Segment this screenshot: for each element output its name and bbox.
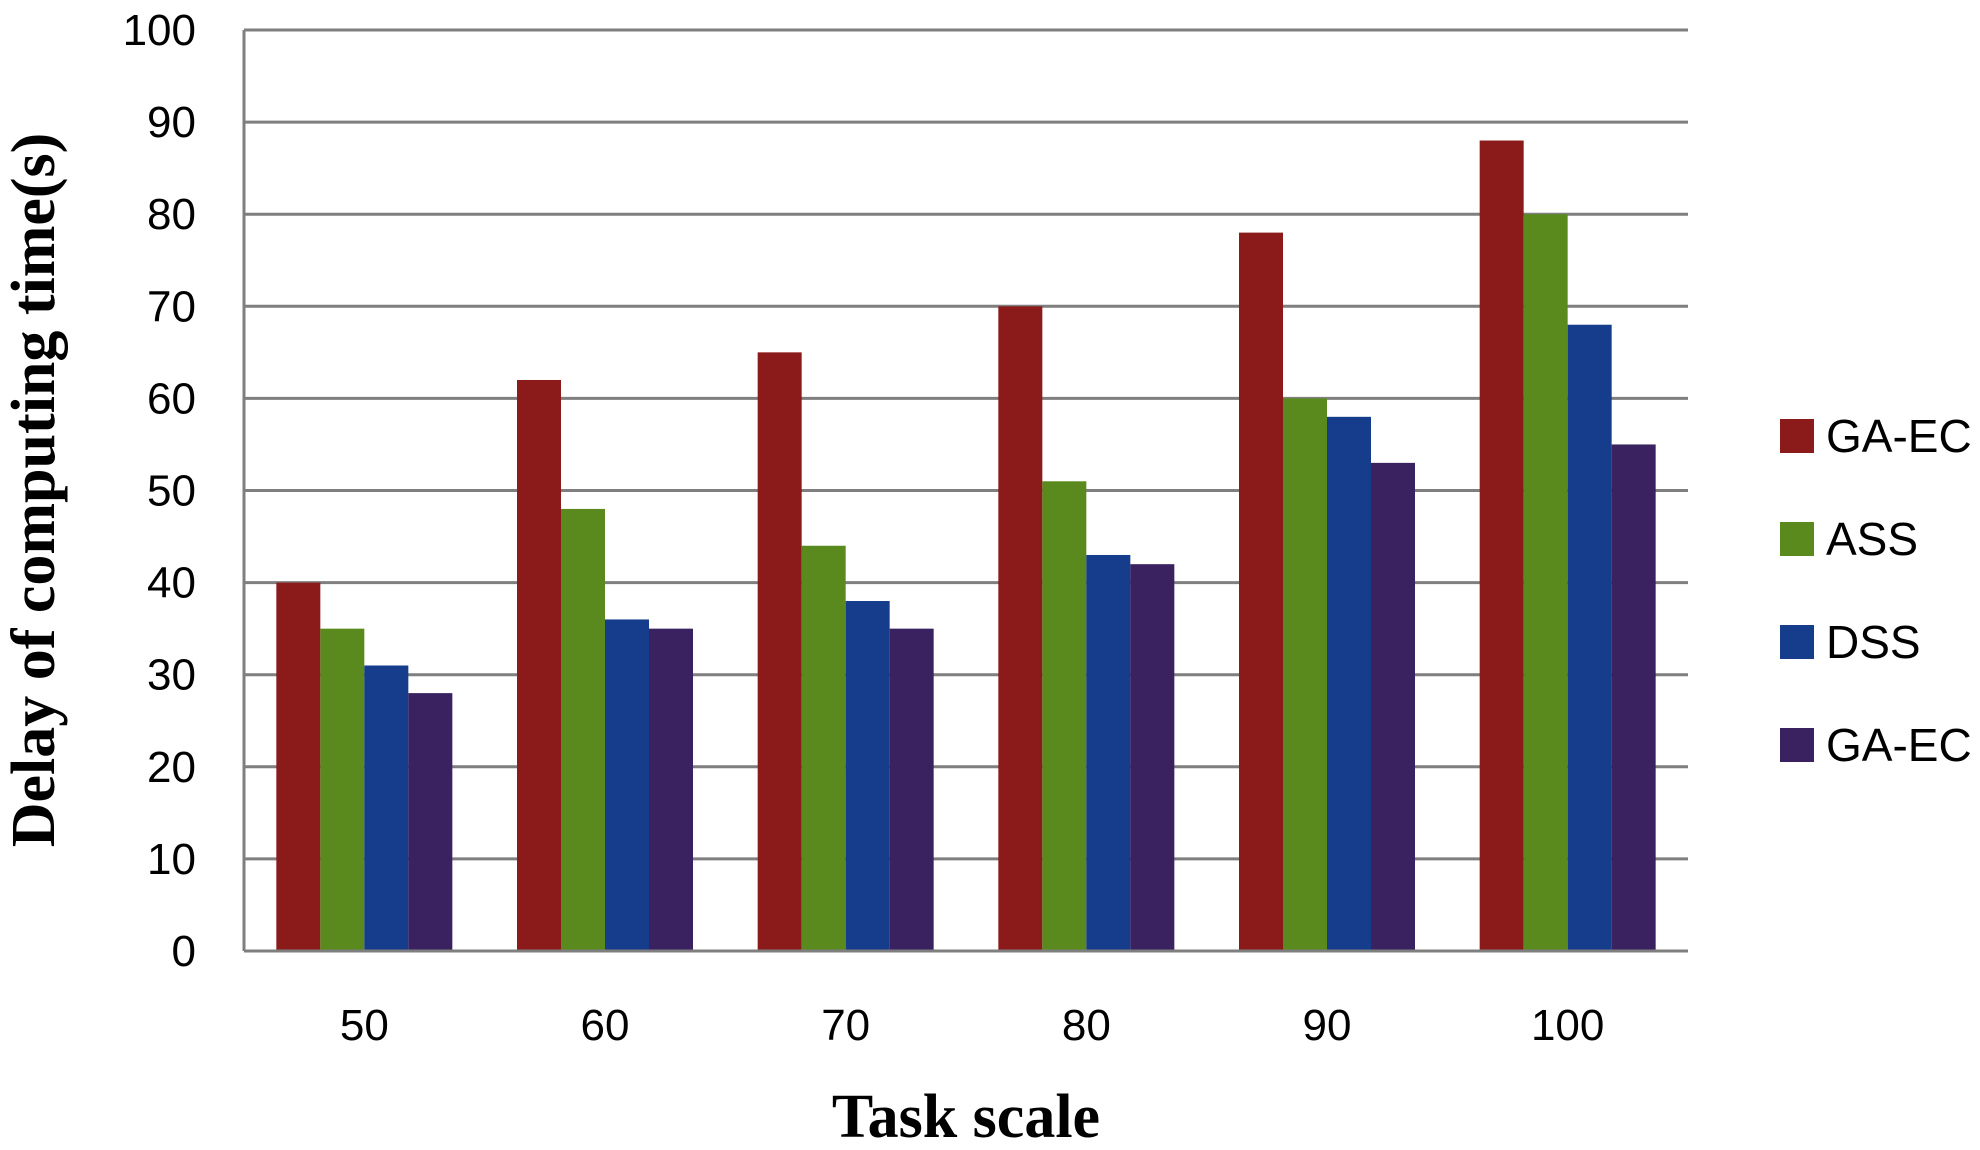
bar-100-series-4 [1611, 444, 1656, 951]
legend-label: DSS [1826, 616, 1921, 668]
x-tick-label: 50 [340, 1001, 389, 1050]
y-tick-label: 70 [147, 282, 196, 331]
x-tick-label: 100 [1531, 1001, 1604, 1050]
bar-60-series-1 [517, 379, 561, 952]
bar-60-series-4 [649, 628, 693, 951]
x-tick-label: 60 [581, 1001, 630, 1050]
x-tick-label: 70 [821, 1001, 870, 1050]
bar-70-series-4 [889, 628, 934, 951]
bar-60-series-2 [561, 508, 605, 951]
bar-100-series-3 [1567, 324, 1612, 952]
legend-label: GA-EC [1826, 410, 1972, 462]
bar-80-series-3 [1086, 554, 1131, 951]
bar-100-series-1 [1479, 140, 1524, 951]
y-tick-label: 10 [147, 835, 196, 884]
bars [276, 140, 1656, 952]
y-tick-label: 90 [147, 98, 196, 147]
axes [242, 30, 1688, 953]
y-axis-title: Delay of computing time(s) [0, 133, 68, 848]
x-tick-label: 90 [1303, 1001, 1352, 1050]
y-tick-label: 30 [147, 651, 196, 700]
legend-swatch [1780, 728, 1814, 762]
y-tick-label: 80 [147, 190, 196, 239]
y-tick-label: 20 [147, 743, 196, 792]
gridlines [244, 28, 1688, 861]
x-axis-title: Task scale [832, 1083, 1100, 1150]
y-tick-labels: 0 10 20 30 40 50 60 70 80 90 100 [123, 6, 196, 976]
y-tick-label: 40 [147, 559, 196, 608]
bar-70-series-1 [757, 352, 802, 952]
legend-swatch [1780, 522, 1814, 556]
bar-90-series-4 [1371, 462, 1415, 951]
bar-80-series-2 [1042, 481, 1087, 951]
legend-label: ASS [1826, 513, 1918, 565]
bar-90-series-2 [1283, 398, 1327, 951]
bar-80-series-1 [998, 306, 1043, 951]
legend-swatch [1780, 419, 1814, 453]
bar-50-series-4 [408, 693, 453, 951]
y-tick-label: 50 [147, 467, 196, 516]
legend-swatch [1780, 625, 1814, 659]
bar-80-series-4 [1130, 564, 1175, 951]
legend: GA-EC ASS DSS GA-EC [1780, 410, 1972, 771]
legend-item-3: DSS [1780, 616, 1921, 668]
legend-label: GA-EC [1826, 719, 1972, 771]
legend-item-4: GA-EC [1780, 719, 1972, 771]
y-tick-label: 60 [147, 374, 196, 423]
y-tick-label: 0 [172, 927, 196, 976]
bar-70-series-3 [845, 601, 890, 951]
x-tick-label: 80 [1062, 1001, 1111, 1050]
y-tick-label: 100 [123, 6, 196, 55]
bar-90-series-3 [1327, 416, 1371, 951]
bar-70-series-2 [801, 545, 846, 951]
bar-50-series-3 [364, 665, 409, 951]
x-tick-labels: 50 60 70 80 90 100 [340, 1001, 1605, 1050]
bar-50-series-2 [320, 628, 365, 951]
bar-60-series-3 [605, 619, 649, 951]
legend-item-1: GA-EC [1780, 410, 1972, 462]
bar-50-series-1 [276, 582, 321, 951]
legend-item-2: ASS [1780, 513, 1918, 565]
bar-90-series-1 [1239, 232, 1283, 951]
bar-100-series-2 [1523, 214, 1568, 951]
